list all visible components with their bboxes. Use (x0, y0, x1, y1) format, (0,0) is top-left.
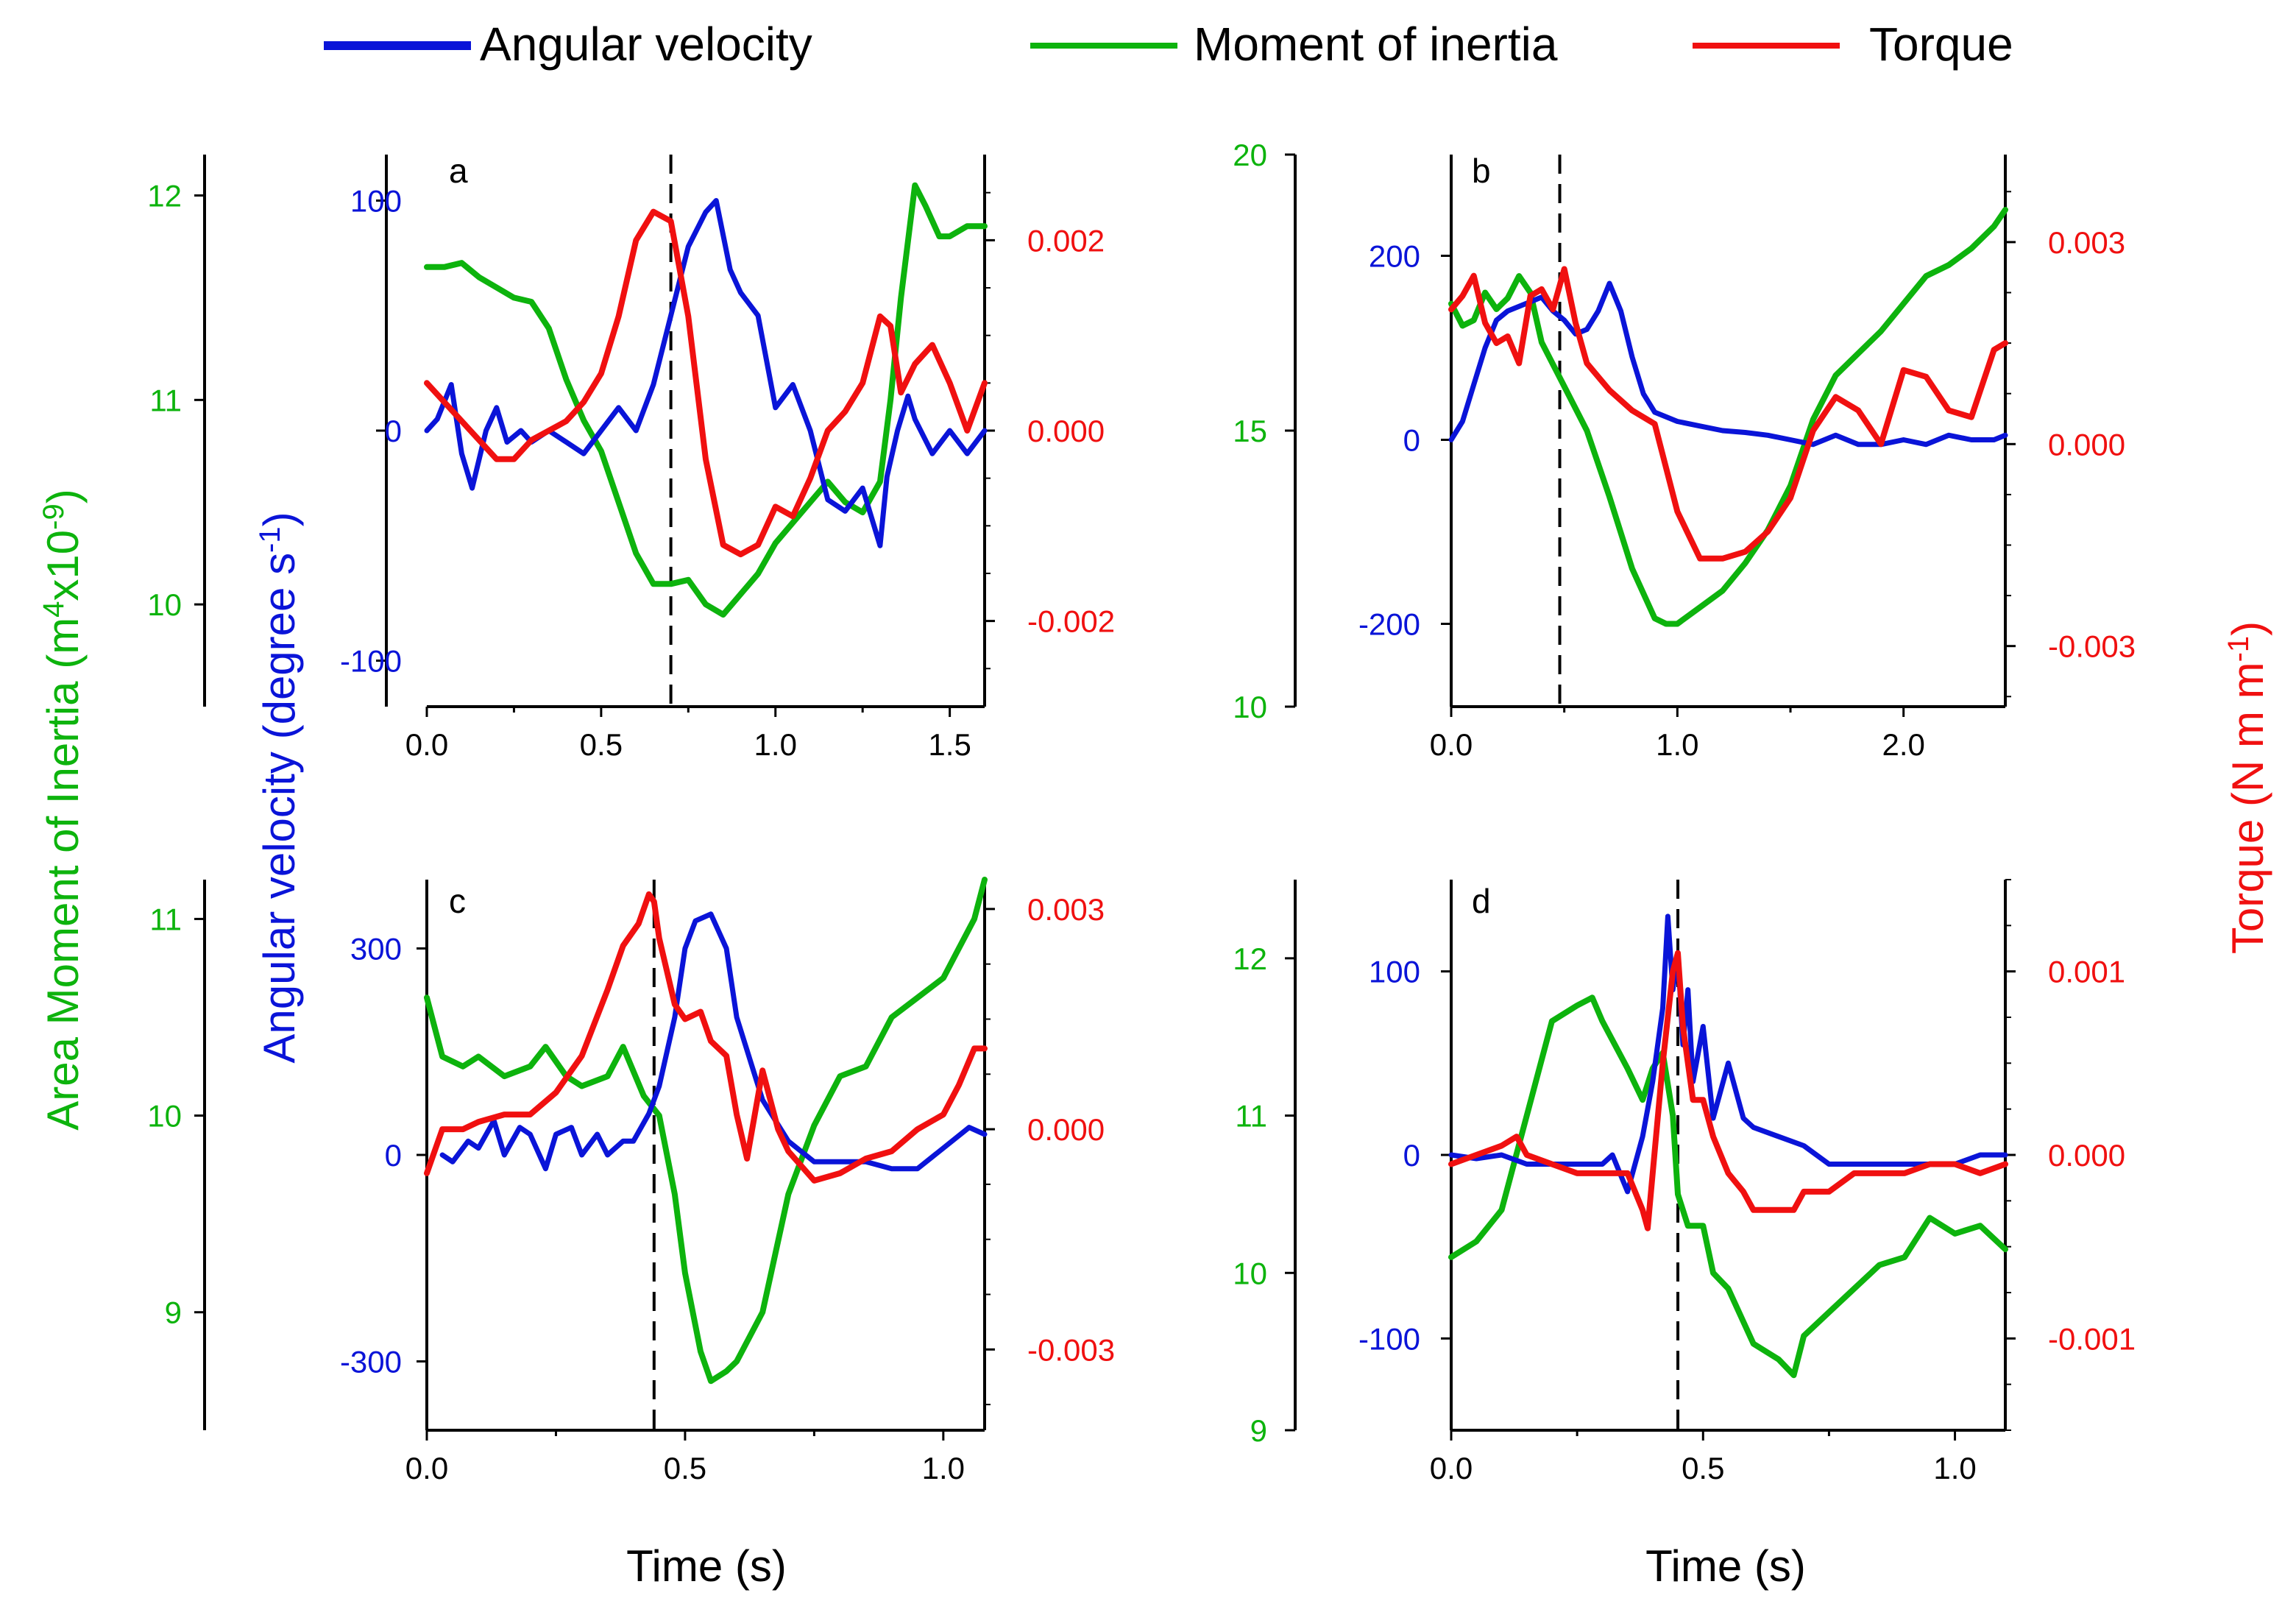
x-tick-label: 0.5 (1682, 1451, 1724, 1485)
series-line-inertia (1448, 994, 2008, 1379)
velocity-tick-label: -300 (340, 1345, 402, 1379)
panel-c: 0.0 0.5 1.0 -300 0 300 9 10 11 -0.003 0.000 0.003 c (147, 877, 1115, 1485)
legend-label-velocity: Angular velocity (480, 18, 812, 71)
torque-tick-label: 0.003 (1027, 892, 1105, 927)
legend: Angular velocity Moment of inertia Torqu… (324, 18, 2013, 71)
velocity-tick-label: 0 (385, 1138, 402, 1173)
series-line-velocity (424, 198, 988, 548)
torque-tick-label: -0.003 (2048, 629, 2136, 664)
inertia-tick-label: 11 (1235, 1099, 1267, 1134)
x-tick-label: 1.5 (928, 727, 971, 762)
x-tick-label: 0.0 (405, 1451, 448, 1485)
panel-label: d (1472, 882, 1491, 920)
series-line-inertia (1448, 207, 2008, 627)
torque-tick-label: 0.002 (1027, 223, 1105, 258)
velocity-tick-label: -200 (1358, 607, 1420, 642)
torque-tick-label: 0.000 (2048, 427, 2125, 462)
axis-title-velocity: Angular velocity (degree s-1) (254, 512, 304, 1063)
series-line-velocity (439, 911, 988, 1172)
series-line-torque (1448, 266, 2008, 562)
x-tick-label: 0.0 (405, 727, 448, 762)
inertia-tick-label: 10 (1233, 1256, 1267, 1290)
x-tick-label: 0.0 (1430, 1451, 1473, 1485)
velocity-tick-label: -100 (1358, 1321, 1420, 1356)
x-tick-label: 1.0 (754, 727, 797, 762)
series-line-velocity (1448, 280, 2008, 448)
x-tick-label: 1.0 (922, 1451, 965, 1485)
torque-tick-label: 0.003 (2048, 225, 2125, 260)
velocity-tick-label: 0 (385, 414, 402, 448)
inertia-tick-label: 10 (147, 587, 182, 622)
series-line-inertia (424, 877, 988, 1385)
x-axis-title-left: Time (s) (626, 1541, 787, 1591)
panel-label: a (449, 152, 468, 190)
inertia-tick-label: 10 (147, 1099, 182, 1134)
x-tick-label: 0.0 (1430, 727, 1473, 762)
inertia-tick-label: 15 (1233, 414, 1267, 448)
inertia-tick-label: 12 (147, 179, 182, 213)
panel-label: c (449, 882, 466, 920)
legend-label-inertia: Moment of inertia (1194, 18, 1558, 71)
velocity-tick-label: -100 (340, 644, 402, 679)
inertia-tick-label: 20 (1233, 138, 1267, 172)
legend-label-torque: Torque (1869, 18, 2013, 71)
velocity-tick-label: 300 (350, 932, 402, 966)
inertia-tick-label: 11 (149, 902, 182, 936)
axis-title-torque: Torque (N m m-1) (2222, 621, 2272, 954)
torque-tick-label: -0.003 (1027, 1332, 1115, 1367)
velocity-tick-label: 0 (1403, 423, 1420, 458)
inertia-tick-label: 12 (1233, 941, 1267, 976)
series-line-velocity (1448, 913, 2008, 1195)
velocity-tick-label: 100 (1369, 955, 1420, 989)
panel-label: b (1472, 152, 1491, 190)
x-tick-label: 2.0 (1882, 727, 1924, 762)
axis-title-inertia: Area Moment of Inertia (m4x10-9) (38, 489, 88, 1130)
series-line-inertia (424, 182, 988, 618)
torque-tick-label: -0.002 (1027, 604, 1115, 639)
velocity-tick-label: 0 (1403, 1138, 1420, 1173)
inertia-tick-label: 9 (1250, 1413, 1267, 1448)
velocity-tick-label: 100 (350, 184, 402, 219)
panel-d: 0.0 0.5 1.0 -100 0 100 9 10 11 12 -0.001 0.000 0.001… (1233, 879, 2136, 1485)
x-tick-label: 1.0 (1656, 727, 1698, 762)
torque-tick-label: 0.000 (2048, 1138, 2125, 1173)
x-tick-label: 1.0 (1933, 1451, 1976, 1485)
series-line-torque (424, 891, 988, 1184)
series-line-torque (1448, 950, 2008, 1231)
torque-tick-label: 0.000 (1027, 414, 1105, 448)
velocity-tick-label: 200 (1369, 239, 1420, 274)
inertia-tick-label: 9 (165, 1296, 182, 1330)
inertia-tick-label: 11 (149, 383, 182, 417)
panel-b: 0.0 1.0 2.0 -200 0 200 10 15 20 -0.003 0.000 0.003 b (1233, 138, 2136, 762)
x-tick-label: 0.5 (580, 727, 623, 762)
inertia-tick-label: 10 (1233, 690, 1267, 724)
torque-tick-label: -0.001 (2048, 1321, 2136, 1356)
series-line-torque (424, 208, 988, 558)
torque-tick-label: 0.000 (1027, 1112, 1105, 1147)
panel-a: 0.0 0.5 1.0 1.5 -100 0 100 10 11 12 -0.002 0.000 0.0… (147, 152, 1115, 762)
torque-tick-label: 0.001 (2048, 955, 2125, 989)
x-tick-label: 0.5 (664, 1451, 706, 1485)
x-axis-title-right: Time (s) (1645, 1541, 1806, 1591)
